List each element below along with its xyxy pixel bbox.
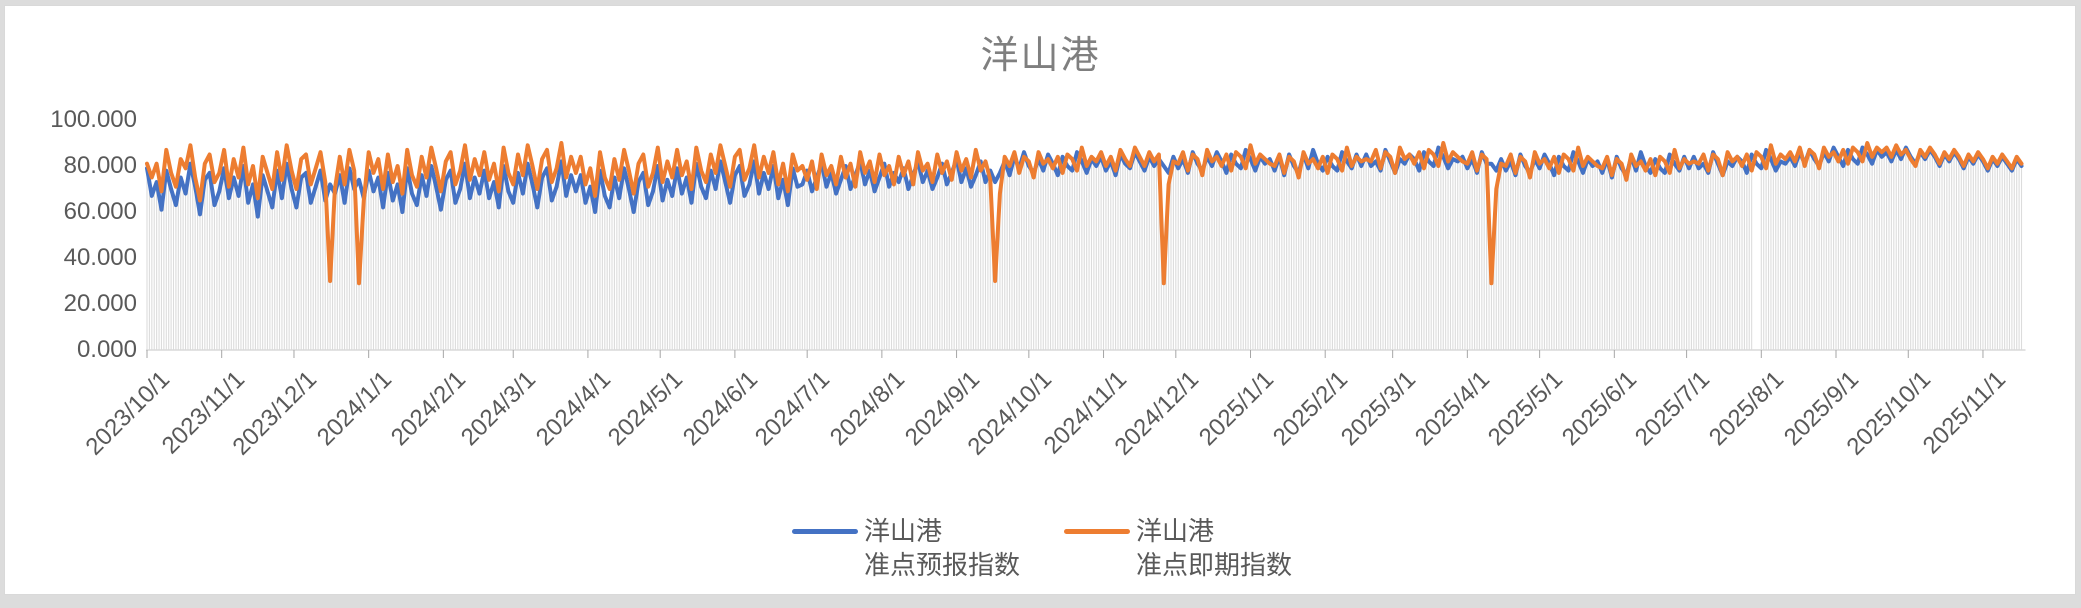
legend-label-spot-line2: 准点即期指数 (1136, 550, 1293, 580)
legend-line-sample-blue (792, 529, 858, 534)
y-axis-tick-label: 0.000 (76, 336, 137, 363)
y-axis-tick-label: 40.000 (63, 244, 137, 271)
y-axis-tick-label: 80.000 (63, 152, 137, 179)
legend-label-forecast-line2: 准点预报指数 (864, 550, 1021, 580)
legend-item-forecast-index: 洋山港 准点预报指数 (792, 514, 1020, 582)
y-axis-tick-label: 20.000 (63, 290, 137, 317)
legend-item-spot-index: 洋山港 准点即期指数 (1064, 514, 1292, 582)
legend-label-forecast-line1: 洋山港 (864, 516, 943, 546)
y-axis-tick-label: 100.000 (50, 106, 137, 133)
legend-label-spot: 洋山港 准点即期指数 (1136, 514, 1292, 582)
legend-label-spot-line1: 洋山港 (1136, 516, 1215, 546)
legend-line-sample-orange (1064, 529, 1130, 534)
chart-title: 洋山港 (980, 35, 1101, 77)
legend-label-forecast: 洋山港 准点预报指数 (864, 514, 1020, 582)
y-axis-tick-label: 60.000 (63, 198, 137, 225)
series-line-spot (145, 141, 2024, 286)
